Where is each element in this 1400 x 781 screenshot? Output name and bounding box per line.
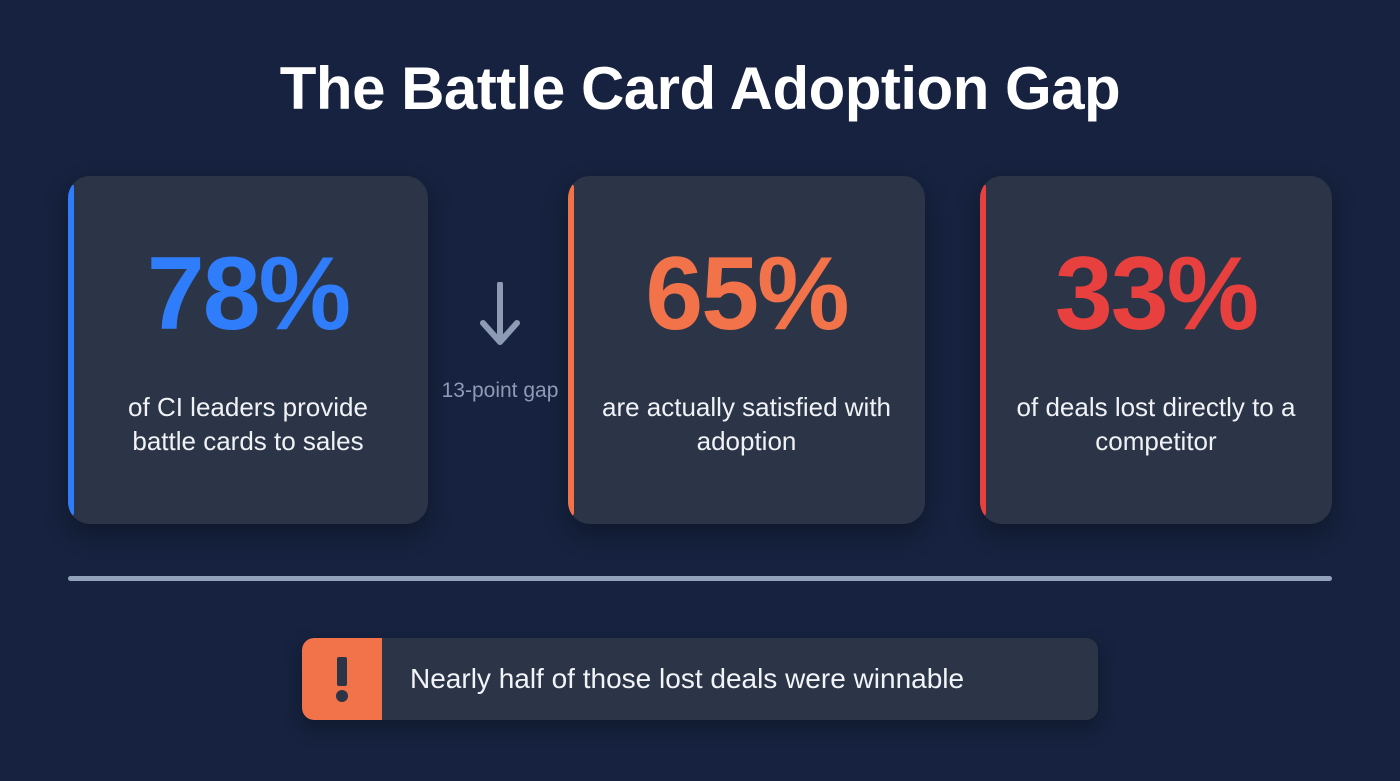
- stat-value-1: 78%: [146, 235, 351, 352]
- stat-value-3: 33%: [1054, 235, 1259, 352]
- stat-value-2: 65%: [645, 235, 849, 352]
- accent-bar-1: [68, 184, 74, 516]
- stat-card-1: 78% of CI leaders provide battle cards t…: [68, 176, 428, 524]
- stat-caption-1: of CI leaders provide battle cards to sa…: [128, 391, 368, 456]
- stat-card-3: 33% of deals lost directly to a competit…: [980, 176, 1332, 524]
- exclamation-icon: [302, 638, 382, 720]
- stat-card-2-body: 65% are actually satisfied with adoption: [568, 176, 925, 524]
- arrow-down-icon: [477, 281, 523, 355]
- callout-banner: Nearly half of those lost deals were win…: [302, 638, 1098, 720]
- section-divider: [68, 576, 1332, 581]
- accent-bar-3: [980, 184, 986, 516]
- gap-label: 13-point gap: [441, 379, 559, 402]
- gap-annotation: 13-point gap: [440, 281, 560, 404]
- stat-cards-row: 78% of CI leaders provide battle cards t…: [68, 176, 1332, 524]
- stat-card-3-body: 33% of deals lost directly to a competit…: [980, 176, 1332, 524]
- stat-card-1-body: 78% of CI leaders provide battle cards t…: [68, 176, 428, 524]
- stat-card-2: 65% are actually satisfied with adoption: [568, 176, 925, 524]
- stat-caption-3: of deals lost directly to a competitor: [1016, 391, 1296, 456]
- callout-text: Nearly half of those lost deals were win…: [410, 663, 965, 694]
- accent-bar-2: [568, 184, 574, 516]
- stat-caption-2: are actually satisfied with adoption: [601, 391, 892, 456]
- page-title: The Battle Card Adoption Gap: [279, 55, 1121, 122]
